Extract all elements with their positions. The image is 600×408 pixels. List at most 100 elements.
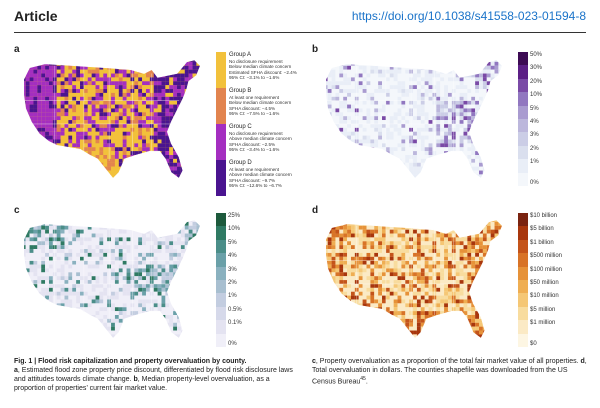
county-cell [173, 330, 178, 335]
county-cell [188, 318, 193, 323]
county-cell [45, 92, 49, 97]
county-cell [37, 147, 42, 152]
county-cell [114, 264, 119, 269]
county-cell [188, 178, 193, 179]
county-cell [145, 147, 150, 152]
county-cell [366, 89, 371, 93]
county-cell [362, 73, 367, 78]
county-cell [95, 69, 100, 74]
county-cell [56, 237, 61, 242]
county-cell [382, 127, 386, 132]
county-cell [420, 69, 425, 74]
county-cell [350, 112, 355, 117]
county-cell [45, 256, 49, 261]
county-cell [157, 245, 162, 250]
county-cell [83, 69, 88, 74]
county-cell [325, 59, 328, 62]
county-cell [153, 268, 158, 273]
county-cell [486, 69, 491, 74]
county-cell [335, 241, 340, 246]
county-cell [401, 219, 406, 222]
county-cell [126, 326, 131, 331]
county-cell [350, 241, 355, 246]
county-cell [41, 330, 46, 335]
county-cell [343, 237, 348, 242]
county-cell [350, 131, 355, 136]
county-cell [378, 151, 383, 156]
county-cell [420, 178, 425, 179]
county-cell [447, 155, 452, 159]
county-cell [366, 127, 371, 132]
county-cell [118, 221, 123, 226]
county-cell [494, 241, 499, 246]
county-cell [122, 69, 127, 74]
county-cell [80, 162, 84, 167]
county-cell [347, 225, 351, 230]
county-cell [479, 162, 483, 167]
county-cell [347, 59, 351, 62]
county-cell [325, 131, 328, 136]
county-cell [142, 135, 146, 140]
county-cell [134, 303, 139, 308]
county-cell [138, 256, 143, 261]
county-cell [362, 120, 367, 124]
county-cell [327, 127, 332, 132]
county-cell [83, 170, 88, 175]
county-cell [145, 174, 150, 179]
county-cell [200, 276, 204, 280]
county-cell [350, 89, 355, 93]
doi-link[interactable]: https://doi.org/10.1038/s41558-023-01594… [351, 9, 586, 23]
county-cell [455, 104, 460, 109]
county-cell [362, 249, 367, 253]
county-cell [486, 120, 491, 124]
county-cell [114, 276, 119, 281]
county-cell [41, 283, 46, 288]
county-cell [447, 92, 452, 97]
county-cell [374, 120, 379, 124]
county-cell [200, 241, 204, 245]
county-cell [33, 92, 38, 97]
county-cell [444, 104, 448, 109]
county-cell [482, 131, 487, 136]
county-cell [455, 65, 460, 70]
county-cell [177, 249, 181, 253]
county-cell [169, 85, 174, 90]
county-cell [95, 276, 100, 281]
county-cell [188, 92, 193, 97]
county-cell [87, 322, 92, 327]
county-cell [362, 143, 367, 148]
county-cell [378, 89, 383, 93]
county-cell [370, 123, 375, 128]
county-cell [142, 291, 146, 296]
county-cell [165, 260, 170, 265]
county-cell [184, 291, 189, 296]
county-cell [126, 170, 131, 175]
county-cell [440, 131, 445, 136]
county-cell [37, 233, 42, 238]
county-cell [366, 143, 371, 148]
county-cell [358, 73, 363, 78]
county-cell [397, 229, 402, 234]
county-cell [393, 252, 398, 257]
county-cell [397, 131, 402, 136]
county-cell [142, 233, 146, 238]
county-cell [103, 155, 108, 159]
county-cell [134, 143, 139, 148]
county-cell [169, 249, 174, 253]
county-cell [41, 322, 46, 327]
county-cell [196, 334, 201, 339]
county-cell [145, 81, 150, 86]
county-cell [416, 221, 421, 226]
county-cell [490, 221, 495, 226]
county-cell [118, 280, 123, 284]
county-cell [358, 123, 363, 128]
county-cell [122, 334, 127, 339]
county-cell [455, 237, 460, 242]
county-cell [76, 272, 81, 277]
county-cell [45, 174, 49, 179]
county-cell [114, 260, 119, 265]
county-cell [45, 131, 49, 136]
county-cell [188, 123, 193, 128]
county-cell [339, 89, 344, 93]
county-cell [378, 116, 383, 121]
